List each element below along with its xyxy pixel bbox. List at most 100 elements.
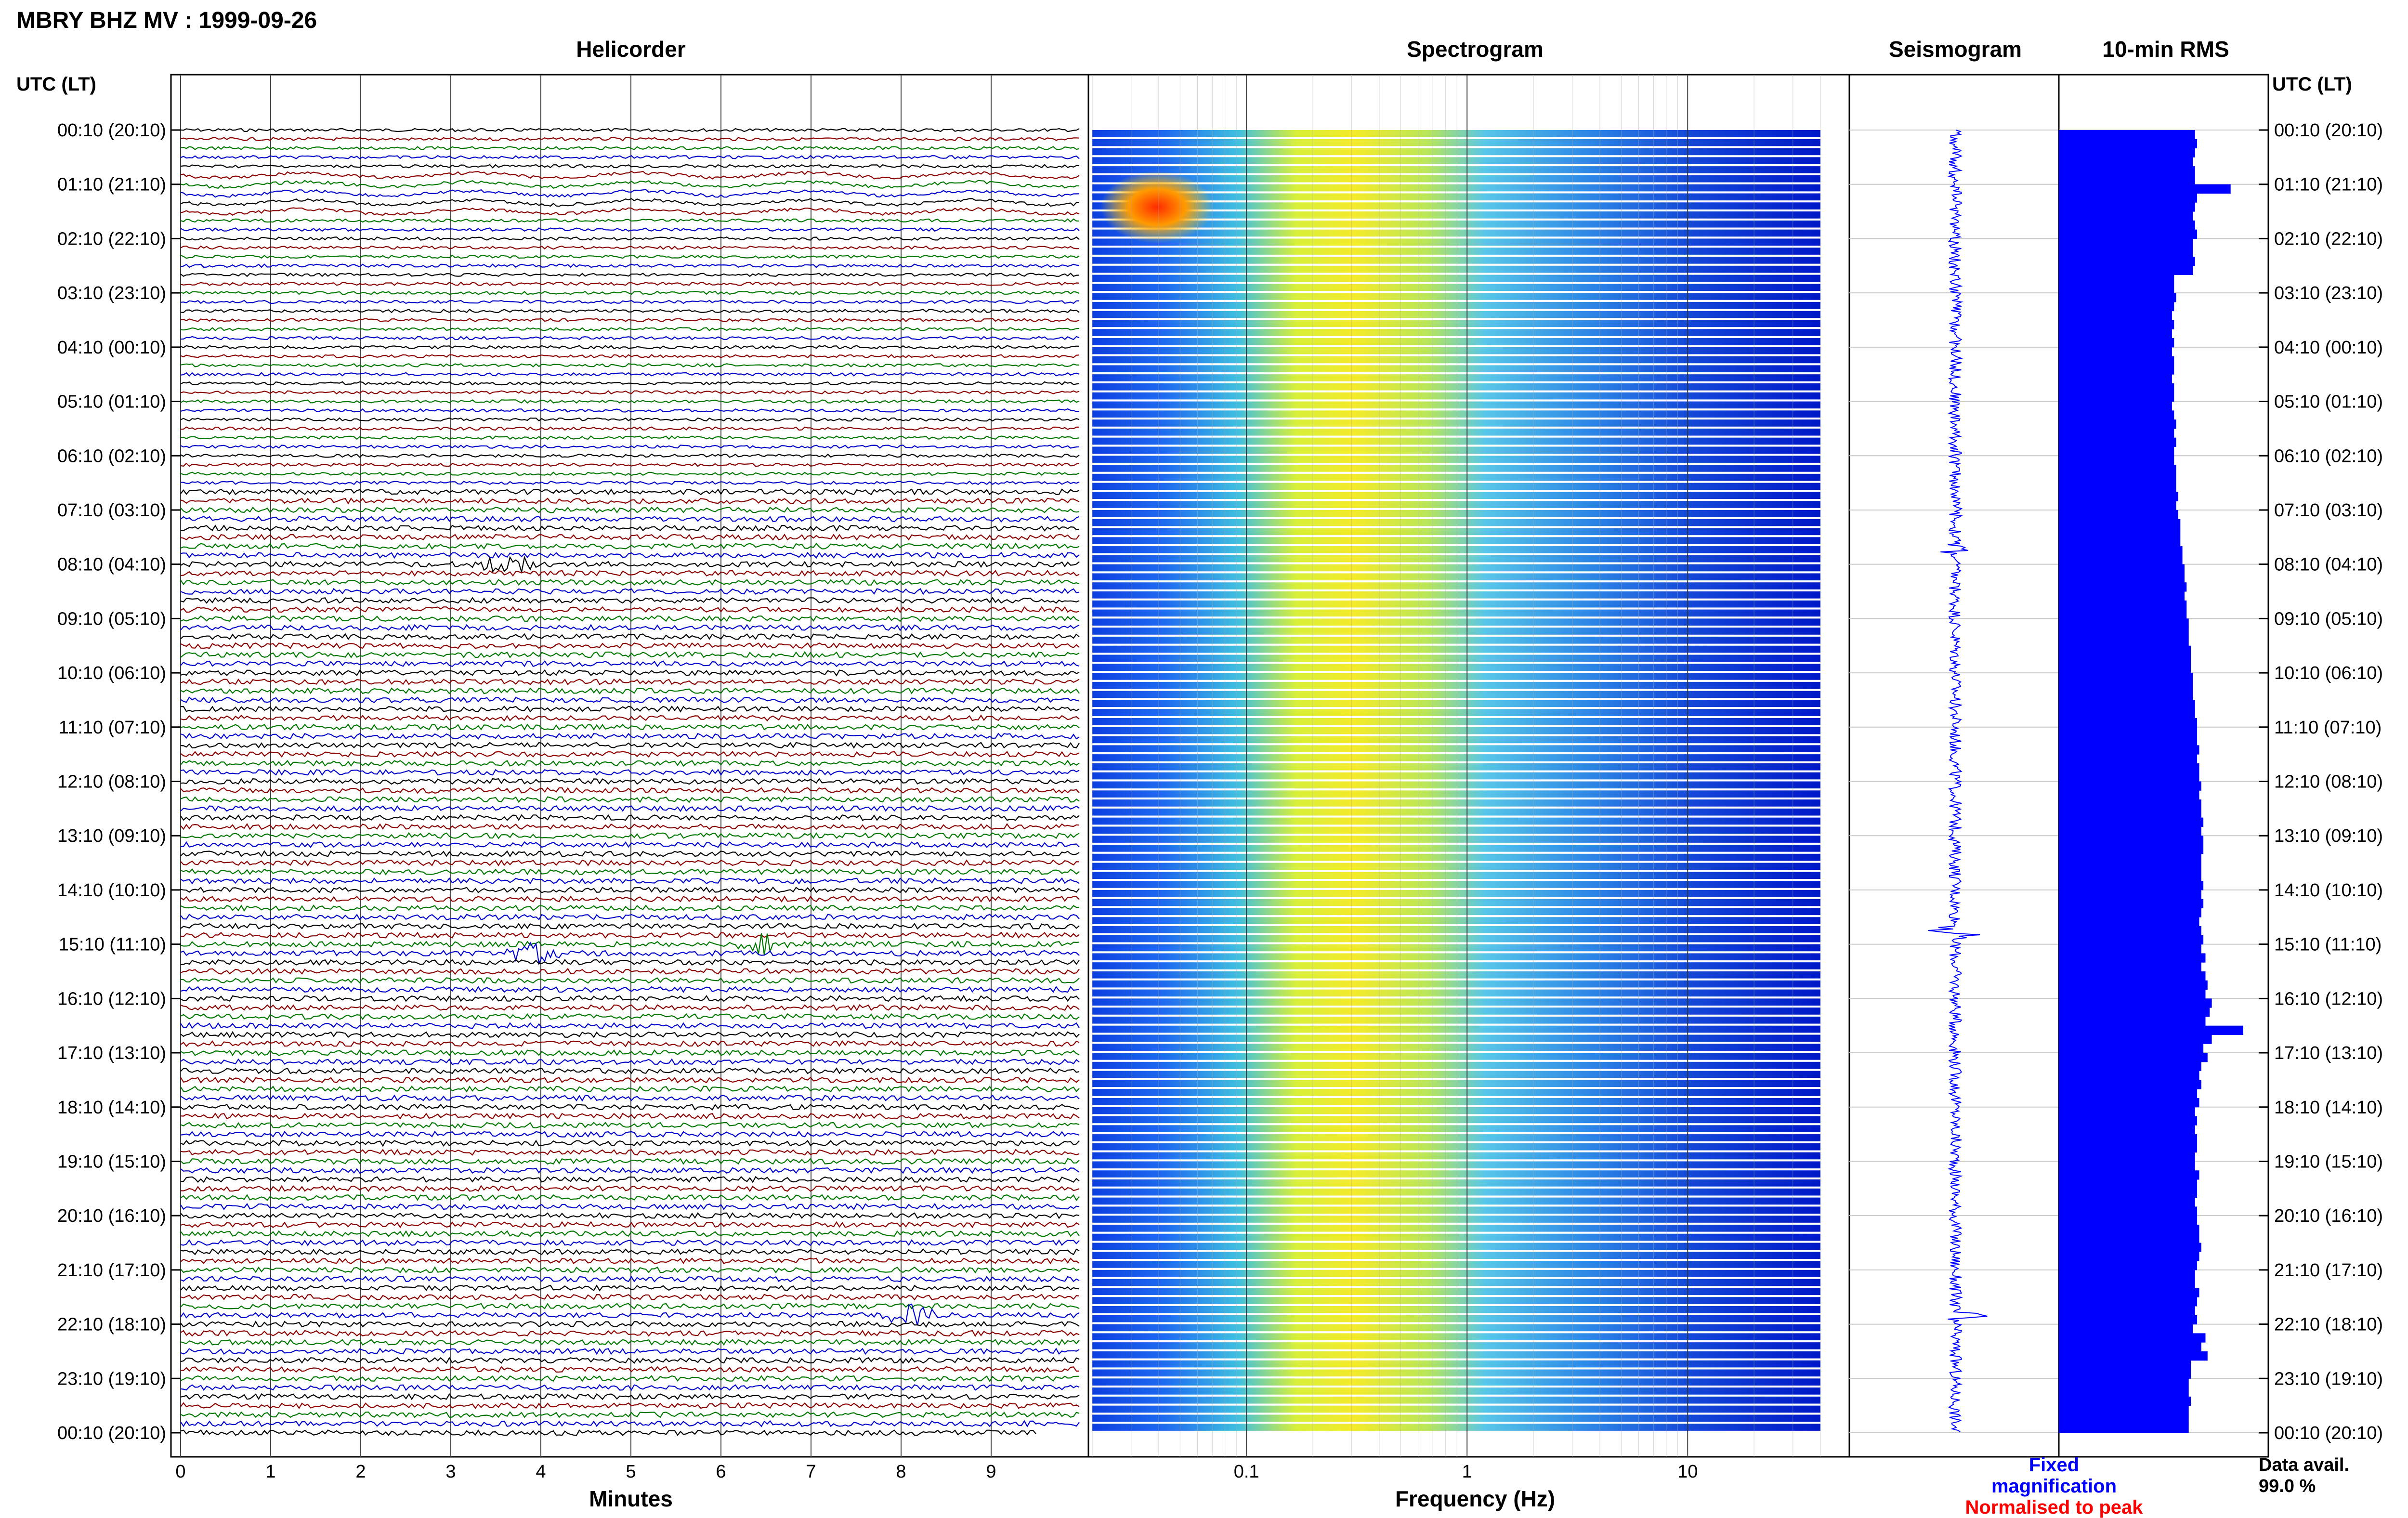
rms-bar: [2059, 392, 2174, 402]
helicorder-trace: [180, 1139, 1080, 1147]
spectrogram-row: [1092, 392, 1820, 400]
spectrogram-row: [1092, 1170, 1820, 1178]
spectrogram-row: [1092, 1098, 1820, 1105]
rms-bar: [2059, 872, 2201, 881]
rms-bar: [2059, 1025, 2243, 1035]
spectrogram-row: [1092, 1396, 1820, 1404]
spectrogram-row: [1092, 872, 1820, 879]
minute-tick-label: 6: [716, 1462, 726, 1482]
spectrogram-row: [1092, 718, 1820, 725]
spectrogram-row: [1092, 1016, 1820, 1024]
time-label: 07:10 (03:10): [2274, 500, 2383, 521]
spectrogram-row: [1092, 609, 1820, 617]
rms-bar: [2059, 1351, 2208, 1361]
helicorder-trace: [180, 1320, 1080, 1328]
time-label: 09:10 (05:10): [57, 609, 166, 629]
rms-bar: [2059, 591, 2185, 601]
time-label: 13:10 (09:10): [2274, 826, 2383, 846]
rms-bar: [2059, 1197, 2195, 1207]
time-label: 00:10 (20:10): [57, 1423, 166, 1443]
spectrogram-row: [1092, 528, 1820, 536]
spectrogram-row: [1092, 347, 1820, 354]
time-label: 01:10 (21:10): [2274, 175, 2383, 195]
time-label: 01:10 (21:10): [57, 175, 166, 195]
spectrogram-row: [1092, 248, 1820, 255]
helicorder-trace: [180, 742, 1080, 749]
spectrogram-row: [1092, 374, 1820, 381]
spectrogram-row: [1092, 691, 1820, 698]
helicorder-trace: [180, 555, 1080, 573]
helicorder-trace: [180, 941, 1080, 966]
helicorder-trace: [180, 1103, 1080, 1111]
rms-bar: [2059, 301, 2174, 312]
helicorder-trace: [180, 327, 1080, 331]
rms-bar: [2059, 1261, 2198, 1270]
spectrogram-row: [1092, 220, 1820, 228]
spectrogram-row: [1092, 989, 1820, 997]
availability-value: 99.0 %: [2259, 1476, 2316, 1496]
spectrogram-row: [1092, 1333, 1820, 1341]
availability-label: Data avail.: [2259, 1455, 2349, 1475]
rms-bar: [2059, 229, 2198, 239]
helicorder-trace: [180, 180, 1080, 189]
spectrogram-row: [1092, 465, 1820, 472]
rms-bar: [2059, 347, 2172, 357]
helicorder-trace: [180, 787, 1080, 794]
minute-tick-label: 4: [536, 1462, 546, 1482]
helicorder-trace: [180, 1149, 1080, 1156]
spectrogram-row: [1092, 745, 1820, 753]
spectrogram-row: [1092, 980, 1820, 988]
rms-bar: [2059, 248, 2193, 257]
spectrogram-row: [1092, 1080, 1820, 1087]
spectrogram-row: [1092, 1161, 1820, 1169]
minute-tick-label: 2: [355, 1462, 366, 1482]
helicorder-trace: [180, 1230, 1080, 1238]
helicorder-trace: [180, 146, 1080, 151]
helicorder-trace: [180, 497, 1080, 505]
helicorder-trace: [180, 579, 1080, 586]
rms-bar: [2059, 1279, 2195, 1288]
spectrogram-row: [1092, 817, 1820, 825]
rms-bar: [2059, 1369, 2191, 1379]
spectrogram-row: [1092, 401, 1820, 409]
spectrogram-row: [1092, 301, 1820, 309]
spectrogram-row: [1092, 537, 1820, 544]
rms-bar: [2059, 636, 2189, 646]
helicorder-title: Helicorder: [576, 37, 686, 62]
helicorder-trace: [180, 1094, 1080, 1102]
helicorder-trace: [180, 417, 1080, 422]
helicorder-trace: [180, 678, 1080, 686]
spectrogram-row: [1092, 166, 1820, 173]
helicorder-trace: [180, 687, 1080, 694]
helicorder-trace: [180, 1393, 1080, 1400]
time-label: 19:10 (15:10): [57, 1152, 166, 1172]
rms-bar: [2059, 727, 2198, 737]
helicorder-trace: [180, 1013, 1080, 1021]
rms-bar: [2059, 1016, 2206, 1026]
spectrogram-row: [1092, 926, 1820, 933]
time-label: 03:10 (23:10): [57, 283, 166, 303]
helicorder-trace: [180, 408, 1080, 413]
rms-bar: [2059, 1134, 2198, 1144]
minute-tick-label: 7: [806, 1462, 816, 1482]
rms-bar: [2059, 573, 2185, 583]
helicorder-trace: [180, 1384, 1080, 1391]
rms-bar: [2059, 1396, 2191, 1406]
rms-bar: [2059, 971, 2206, 981]
rms-bar: [2059, 374, 2172, 384]
rms-bar: [2059, 1053, 2208, 1062]
rms-bar: [2059, 962, 2201, 972]
rms-bar: [2059, 1387, 2189, 1397]
spectrogram-row: [1092, 618, 1820, 626]
rms-bar: [2059, 465, 2176, 474]
utc-label-right: UTC (LT): [2272, 74, 2352, 95]
frequency-tick-label: 0.1: [1234, 1462, 1259, 1482]
spectrogram-row: [1092, 727, 1820, 734]
spectrogram-row: [1092, 1351, 1820, 1359]
spectrogram-row: [1092, 772, 1820, 780]
spectrogram-row: [1092, 645, 1820, 653]
spectrogram-xlabel: Frequency (Hz): [1395, 1486, 1555, 1511]
helicorder-trace: [180, 137, 1080, 142]
helicorder-trace: [180, 170, 1080, 180]
spectrogram-row: [1092, 1378, 1820, 1386]
